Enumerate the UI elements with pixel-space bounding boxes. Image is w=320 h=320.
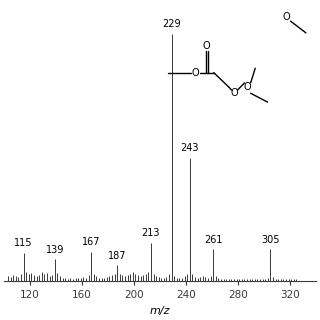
Text: O: O <box>244 82 252 92</box>
Text: 261: 261 <box>204 235 222 244</box>
Text: 243: 243 <box>180 143 199 153</box>
Text: 115: 115 <box>14 238 33 248</box>
Text: O: O <box>231 87 238 98</box>
Text: 213: 213 <box>142 228 160 238</box>
Text: 139: 139 <box>46 244 64 254</box>
Text: 305: 305 <box>261 235 280 244</box>
Text: O: O <box>202 41 210 51</box>
Text: 187: 187 <box>108 251 126 261</box>
Text: O: O <box>191 68 199 78</box>
Text: O: O <box>282 12 290 22</box>
Text: 167: 167 <box>82 237 100 247</box>
Text: 229: 229 <box>162 20 181 29</box>
X-axis label: m/z: m/z <box>150 306 170 316</box>
